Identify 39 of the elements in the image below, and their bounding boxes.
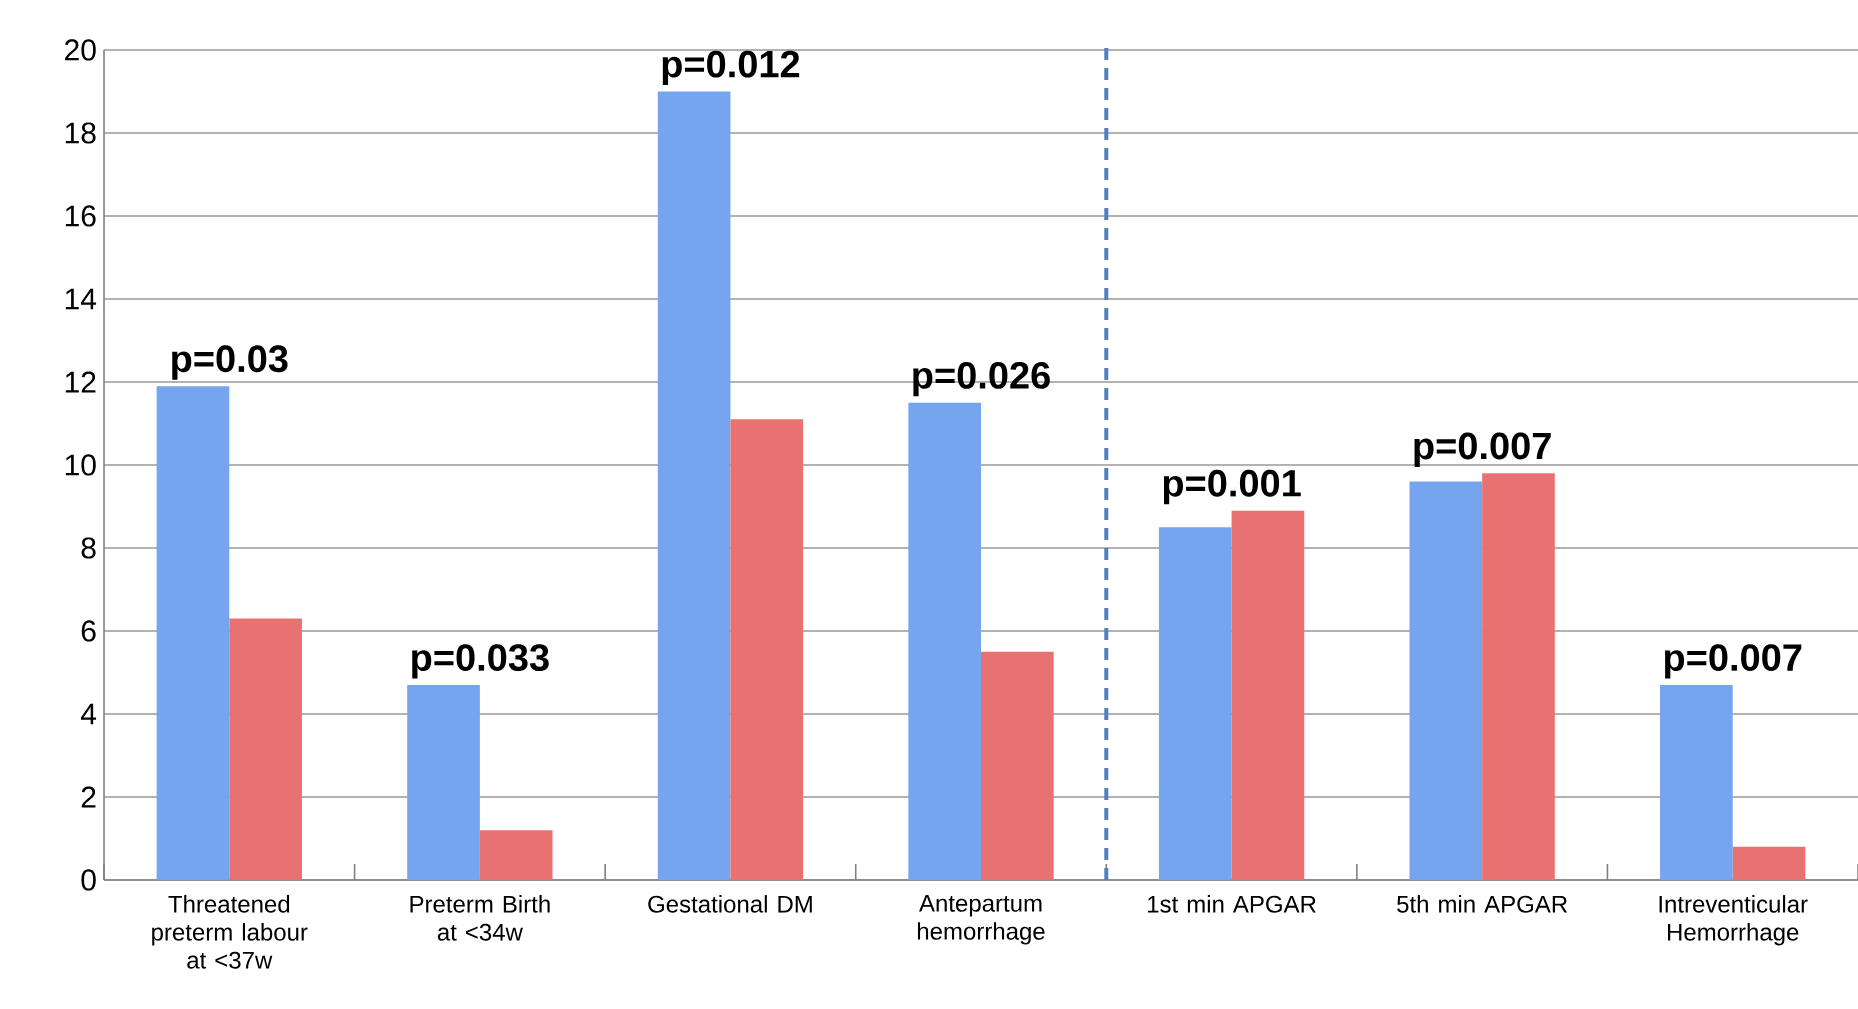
x-tick-label: Antepartum hemorrhage [917,895,1045,945]
bar [908,402,982,880]
bar [229,618,302,880]
y-tick-label: 12 [65,371,96,393]
x-tick-label: 5th min APGAR [1397,895,1568,913]
y-tick-label: 10 [65,454,96,476]
y-tick-label: 14 [65,288,97,310]
annotation: p=0.007 [1414,432,1551,467]
x-tick-label: Threatened preterm labour at <37w [152,895,308,969]
bar [1231,510,1305,880]
annotation: p=0.007 [1664,644,1802,679]
y-tick-label: 4 [80,703,97,725]
bar [981,651,1054,880]
annotation: p=0.03 [172,345,288,380]
y-tick-label: 6 [81,620,96,642]
y-tick-label: 2 [81,786,96,808]
bar [730,419,804,880]
bar [479,830,553,880]
x-tick-label: Gestational DM [648,895,812,913]
annotation: p=0.012 [662,50,800,86]
y-tick-label: 20 [65,39,96,61]
x-tick-label: Intreventicular Hemorrhage [1659,895,1808,946]
y-tick-label: 8 [81,537,96,559]
bar [1482,473,1555,880]
bar [1660,684,1733,880]
bar [1409,481,1483,880]
x-tick-label: 1st min APGAR [1148,895,1316,913]
bar [407,684,480,880]
bar [1732,846,1806,880]
y-tick-label: 18 [65,122,96,144]
y-tick-label: 0 [81,869,96,891]
y-tick-label: 16 [65,205,96,227]
x-tick-label: Preterm Birth at <34w [410,895,550,941]
bar [156,386,230,880]
annotation: p=0.001 [1163,469,1301,505]
bar [657,91,731,880]
bar [1158,527,1232,880]
annotation: p=0.026 [913,361,1050,397]
annotation: p=0.033 [412,644,549,679]
